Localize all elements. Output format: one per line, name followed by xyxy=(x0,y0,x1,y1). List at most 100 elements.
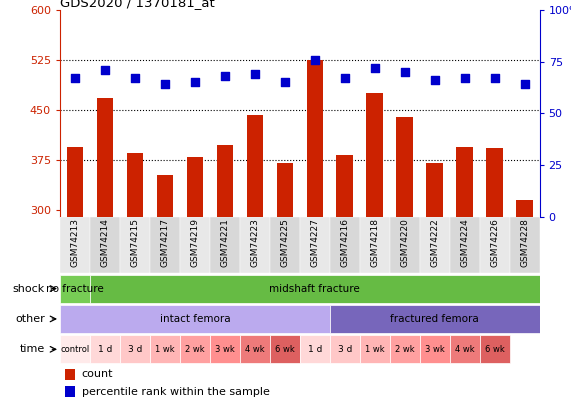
Point xyxy=(340,75,349,81)
Bar xyxy=(480,217,510,273)
Text: 3 wk: 3 wk xyxy=(215,345,235,354)
Bar xyxy=(480,335,510,363)
Text: other: other xyxy=(15,314,45,324)
Text: 3 d: 3 d xyxy=(128,345,142,354)
Text: GSM74214: GSM74214 xyxy=(100,218,110,267)
Text: 6 wk: 6 wk xyxy=(275,345,295,354)
Text: 2 wk: 2 wk xyxy=(395,345,415,354)
Text: 3 wk: 3 wk xyxy=(425,345,445,354)
Bar xyxy=(486,148,503,217)
Bar xyxy=(60,217,90,273)
Bar xyxy=(60,275,90,303)
Bar xyxy=(420,335,450,363)
Text: GSM74221: GSM74221 xyxy=(220,218,230,267)
Bar xyxy=(120,335,150,363)
Text: 4 wk: 4 wk xyxy=(455,345,475,354)
Bar xyxy=(510,217,540,273)
Bar xyxy=(240,335,270,363)
Text: time: time xyxy=(20,344,45,354)
Text: GSM74219: GSM74219 xyxy=(190,218,199,267)
Bar xyxy=(360,335,390,363)
Bar xyxy=(450,335,480,363)
Bar xyxy=(420,217,450,273)
Text: GSM74217: GSM74217 xyxy=(160,218,170,267)
Bar xyxy=(150,335,180,363)
Bar xyxy=(367,93,383,217)
Bar xyxy=(156,175,173,217)
Bar xyxy=(216,145,233,217)
Text: 4 wk: 4 wk xyxy=(245,345,264,354)
Text: midshaft fracture: midshaft fracture xyxy=(270,284,360,294)
Bar xyxy=(307,60,323,217)
Text: count: count xyxy=(82,369,113,379)
Text: GSM74220: GSM74220 xyxy=(400,218,409,267)
Bar xyxy=(60,305,330,333)
Text: 1 d: 1 d xyxy=(98,345,112,354)
Bar xyxy=(127,153,143,217)
Point xyxy=(370,65,379,71)
Text: intact femora: intact femora xyxy=(159,314,230,324)
Bar xyxy=(390,217,420,273)
Point xyxy=(280,79,289,86)
Bar xyxy=(240,217,270,273)
Bar xyxy=(65,369,75,380)
Text: 1 wk: 1 wk xyxy=(155,345,175,354)
Text: no fracture: no fracture xyxy=(46,284,104,294)
Text: GSM74213: GSM74213 xyxy=(70,218,79,267)
Bar xyxy=(247,115,263,217)
Text: 6 wk: 6 wk xyxy=(485,345,505,354)
Text: GSM74226: GSM74226 xyxy=(490,218,499,267)
Bar xyxy=(180,335,210,363)
Point xyxy=(100,67,110,73)
Bar xyxy=(396,117,413,217)
Bar xyxy=(300,335,330,363)
Bar xyxy=(336,156,353,217)
Bar xyxy=(450,217,480,273)
Text: GSM74223: GSM74223 xyxy=(250,218,259,267)
Bar xyxy=(390,335,420,363)
Text: 2 wk: 2 wk xyxy=(185,345,204,354)
Text: GSM74228: GSM74228 xyxy=(520,218,529,267)
Bar xyxy=(300,217,330,273)
Point xyxy=(520,81,529,88)
Bar xyxy=(60,335,90,363)
Text: 1 wk: 1 wk xyxy=(365,345,384,354)
Text: control: control xyxy=(61,345,90,354)
Point xyxy=(490,75,499,81)
Point xyxy=(460,75,469,81)
Bar xyxy=(210,217,240,273)
Bar xyxy=(65,386,75,397)
Point xyxy=(220,73,230,79)
Text: GSM74215: GSM74215 xyxy=(130,218,139,267)
Text: fractured femora: fractured femora xyxy=(391,314,479,324)
Text: GSM74227: GSM74227 xyxy=(310,218,319,267)
Point xyxy=(400,69,409,75)
Bar xyxy=(330,305,540,333)
Bar xyxy=(330,217,360,273)
Point xyxy=(430,77,439,83)
Bar xyxy=(456,147,473,217)
Bar xyxy=(270,217,300,273)
Bar xyxy=(516,200,533,217)
Point xyxy=(250,71,259,77)
Point xyxy=(70,75,79,81)
Bar xyxy=(90,335,120,363)
Text: percentile rank within the sample: percentile rank within the sample xyxy=(82,387,270,397)
Text: 3 d: 3 d xyxy=(337,345,352,354)
Text: shock: shock xyxy=(13,284,45,294)
Bar xyxy=(360,217,390,273)
Bar xyxy=(120,217,150,273)
Point xyxy=(310,56,319,63)
Bar xyxy=(187,157,203,217)
Text: GSM74224: GSM74224 xyxy=(460,218,469,267)
Text: GSM74218: GSM74218 xyxy=(370,218,379,267)
Text: GDS2020 / 1370181_at: GDS2020 / 1370181_at xyxy=(60,0,215,9)
Bar xyxy=(276,163,293,217)
Bar xyxy=(67,147,83,217)
Bar xyxy=(210,335,240,363)
Point xyxy=(130,75,139,81)
Bar xyxy=(330,335,360,363)
Bar xyxy=(90,217,120,273)
Point xyxy=(160,81,170,88)
Text: 1 d: 1 d xyxy=(308,345,322,354)
